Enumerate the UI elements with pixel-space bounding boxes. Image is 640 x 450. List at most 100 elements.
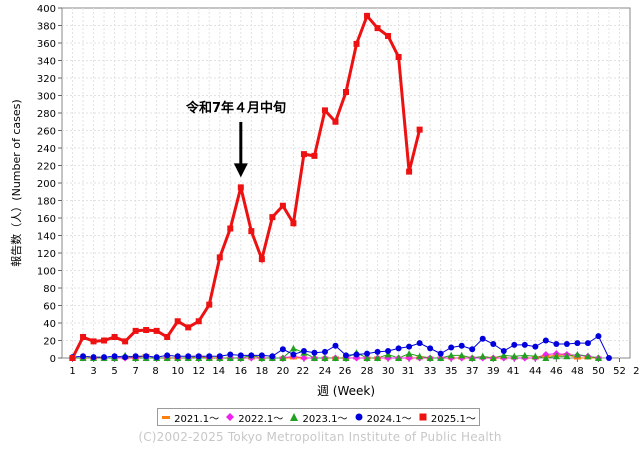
x-tick-label: 44 xyxy=(529,366,542,377)
data-point xyxy=(331,354,339,361)
data-point xyxy=(153,354,160,361)
data-point xyxy=(132,327,139,334)
data-point xyxy=(143,353,150,360)
data-point xyxy=(310,354,318,361)
series-line-2024.1～ xyxy=(72,335,610,359)
legend-label-2022: 2022.1～ xyxy=(238,413,284,425)
annotation-text: 令和7年４月中旬 xyxy=(186,100,286,116)
data-point xyxy=(300,151,307,158)
x-tick-label: 41 xyxy=(507,366,520,377)
data-point xyxy=(489,354,497,361)
data-point xyxy=(164,334,171,340)
x-tick-label: 16 xyxy=(234,366,247,377)
data-point xyxy=(258,352,265,359)
x-axis-label: 週 (Week) xyxy=(317,384,375,398)
data-point xyxy=(321,354,329,361)
data-point xyxy=(321,107,328,114)
y-tick-label: 20 xyxy=(43,337,56,348)
data-point xyxy=(227,225,234,232)
data-point xyxy=(479,352,487,360)
data-point xyxy=(300,348,307,354)
data-point xyxy=(385,348,392,354)
data-point xyxy=(311,349,318,356)
x-tick-label: 33 xyxy=(424,366,437,377)
data-point xyxy=(258,256,265,263)
data-point xyxy=(542,354,550,361)
y-tick-label: 400 xyxy=(37,4,56,15)
data-point xyxy=(269,353,276,360)
x-tick-label: 52 xyxy=(613,366,626,377)
x-tick-label: 39 xyxy=(487,366,500,377)
legend: 2021.1～ 2022.1～ 2023.1～ 2024.1～ 2025.1～ xyxy=(157,408,480,426)
data-point xyxy=(353,351,360,358)
legend-marker-2021 xyxy=(162,416,171,419)
x-tick-label: 3 xyxy=(90,366,96,377)
data-point xyxy=(363,354,371,361)
data-point xyxy=(574,340,581,347)
x-tick-label: 2 xyxy=(633,366,639,377)
data-point xyxy=(374,348,381,355)
data-point xyxy=(290,220,297,227)
data-point xyxy=(289,344,297,352)
legend-item-2021: 2021.1～ xyxy=(161,410,219,425)
data-point xyxy=(153,327,160,334)
data-point xyxy=(594,354,602,361)
data-point xyxy=(406,168,413,175)
data-point xyxy=(458,351,466,359)
data-point xyxy=(174,318,181,325)
data-point xyxy=(468,354,476,361)
x-tick-label: 26 xyxy=(339,366,352,377)
data-point xyxy=(216,254,223,261)
y-tick-label: 340 xyxy=(37,57,56,68)
x-tick-label: 14 xyxy=(212,366,225,377)
x-tick-label: 5 xyxy=(111,366,117,377)
data-point xyxy=(332,342,339,349)
data-point xyxy=(447,351,455,359)
legend-item-2023: 2023.1～ xyxy=(289,410,347,425)
data-point xyxy=(195,318,202,325)
data-point xyxy=(164,352,171,359)
y-tick-label: 180 xyxy=(37,197,56,208)
data-point xyxy=(405,350,413,357)
x-tick-label: 18 xyxy=(255,366,268,377)
x-tick-label: 24 xyxy=(319,366,332,377)
data-point xyxy=(490,341,497,347)
x-tick-label: 8 xyxy=(152,366,158,377)
data-point xyxy=(332,118,339,125)
data-point xyxy=(226,354,234,361)
data-point xyxy=(279,354,287,361)
data-point xyxy=(385,33,392,39)
data-point xyxy=(563,352,571,360)
data-point xyxy=(101,337,108,344)
data-point xyxy=(111,353,118,360)
data-point xyxy=(374,25,381,32)
x-tick-label: 37 xyxy=(466,366,479,377)
line-chart: 0204060801001201401601802002202402602803… xyxy=(10,4,639,398)
legend-label-2021: 2021.1～ xyxy=(174,413,220,425)
data-point xyxy=(174,353,181,360)
legend-item-2025: 2025.1～ xyxy=(418,410,476,425)
data-point xyxy=(101,354,108,361)
data-point xyxy=(237,352,244,359)
data-point xyxy=(364,12,371,19)
series-line-2025.1～ xyxy=(71,12,422,359)
data-point xyxy=(395,54,402,60)
data-point xyxy=(552,352,560,360)
y-tick-label: 100 xyxy=(37,267,56,278)
annotation: 令和7年４月中旬 xyxy=(186,100,286,178)
y-tick-label: 220 xyxy=(37,162,56,173)
data-point xyxy=(374,354,382,361)
legend-label-2023: 2023.1～ xyxy=(302,413,348,425)
y-tick-label: 360 xyxy=(37,39,56,50)
data-point xyxy=(343,352,349,359)
data-point xyxy=(542,337,549,344)
x-tick-label: 30 xyxy=(382,366,395,377)
x-axis-ticks: 1 3 5 7 8 10 12 14 16 18 20 22 24 26 28 30 31 33 35 37 39 41 4… xyxy=(69,358,639,377)
data-point xyxy=(416,126,423,133)
y-axis-label: 報告数（人）(Number of cases) xyxy=(10,99,23,266)
data-point xyxy=(469,346,476,353)
data-point xyxy=(437,350,444,357)
x-tick-label: 22 xyxy=(297,366,310,377)
data-point xyxy=(406,343,413,350)
y-tick-label: 120 xyxy=(37,249,56,260)
